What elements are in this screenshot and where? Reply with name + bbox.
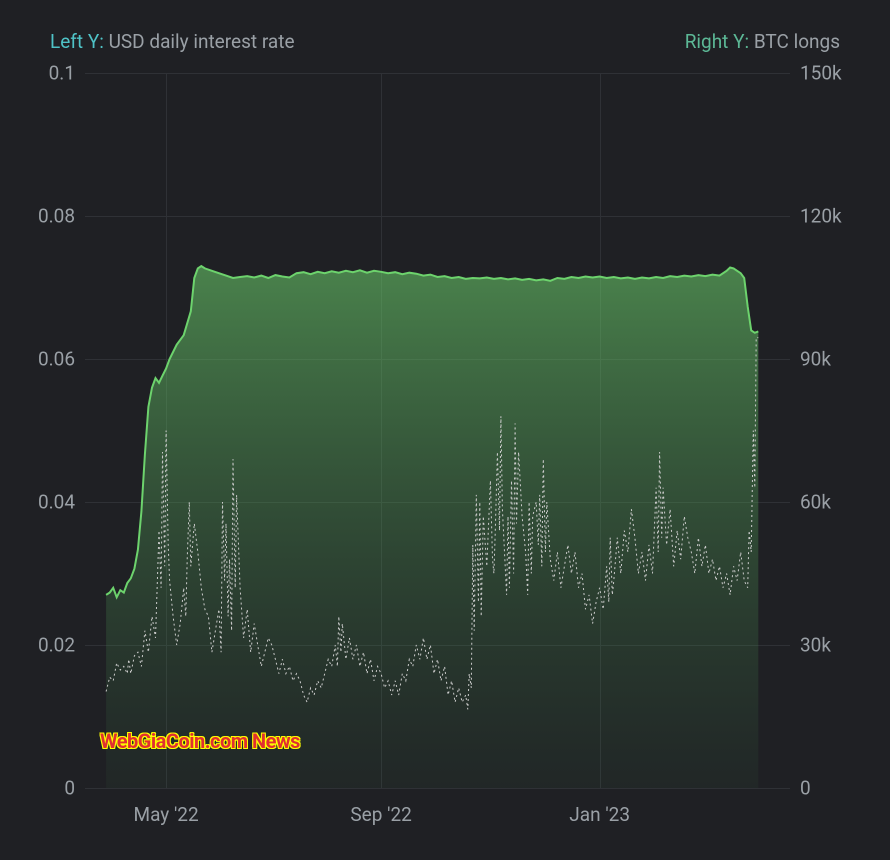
y-left-tick-label: 0.02: [38, 634, 75, 657]
y-right-tick-label: 60k: [800, 491, 831, 514]
y-right-tick-label: 30k: [800, 634, 831, 657]
chart-legend: Left Y: USD daily interest rate Right Y:…: [10, 20, 880, 73]
plot-area: 00.020.040.060.080.1 030k60k90k120k150k …: [85, 73, 790, 833]
legend-right-text: BTC longs: [754, 30, 840, 53]
legend-left-text: USD daily interest rate: [109, 30, 295, 53]
x-axis: May '22 Sep '22 Jan '23: [85, 788, 790, 833]
y-left-tick-label: 0.04: [38, 491, 75, 514]
watermark: WebGiaCoin.com News: [100, 729, 300, 753]
y-left-tick-label: 0.08: [38, 205, 75, 228]
legend-right: Right Y: BTC longs: [685, 30, 840, 53]
y-right-tick-label: 120k: [800, 205, 842, 228]
x-tick-label: May '22: [133, 803, 198, 826]
chart-container: Left Y: USD daily interest rate Right Y:…: [0, 0, 890, 860]
y-axis-right: 030k60k90k120k150k: [795, 73, 880, 788]
y-left-tick-label: 0.1: [49, 62, 75, 85]
legend-left-prefix: Left Y:: [50, 30, 104, 53]
chart-svg: [85, 73, 790, 788]
y-axis-left: 00.020.040.060.080.1: [10, 73, 80, 788]
y-right-tick-label: 150k: [800, 62, 842, 85]
x-tick-label: Jan '23: [569, 803, 630, 826]
area-fill: [106, 266, 758, 788]
x-tick-label: Sep '22: [350, 803, 411, 826]
legend-left: Left Y: USD daily interest rate: [50, 30, 295, 53]
y-left-tick-label: 0.06: [38, 348, 75, 371]
y-right-tick-label: 90k: [800, 348, 831, 371]
y-right-tick-label: 0: [800, 777, 811, 800]
y-left-tick-label: 0: [64, 777, 75, 800]
legend-right-prefix: Right Y:: [685, 30, 749, 53]
